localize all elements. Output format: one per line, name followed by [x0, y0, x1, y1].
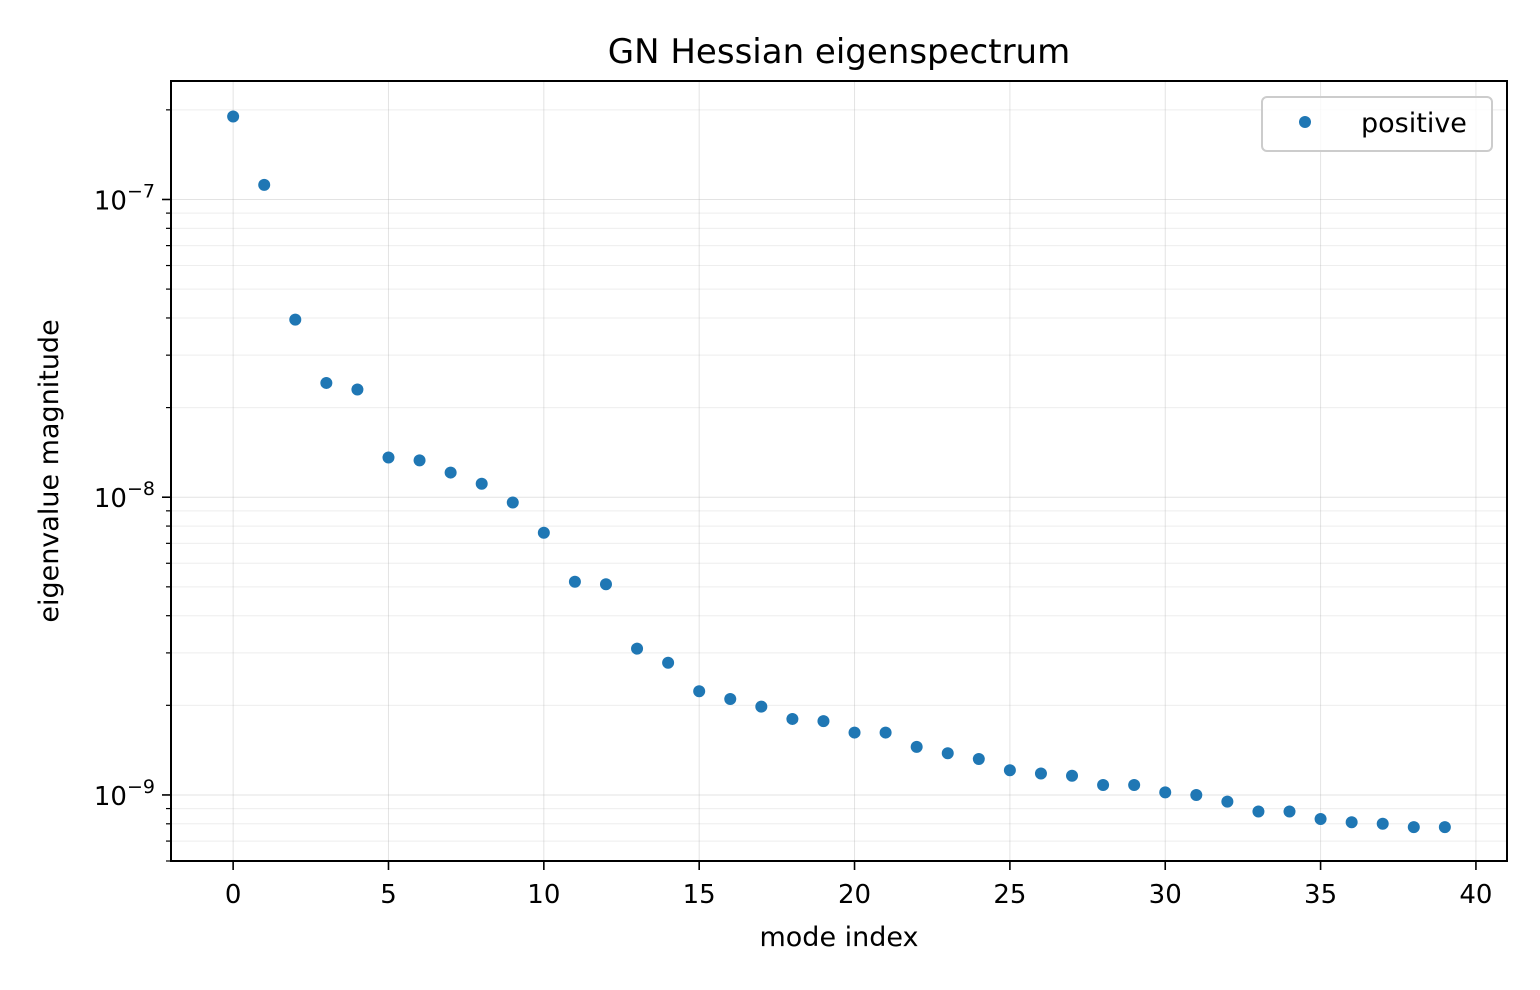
data-point [1345, 816, 1358, 829]
y-axis-label: eigenvalue magnitude [34, 319, 65, 622]
x-tick-label: 10 [527, 880, 560, 910]
data-point [258, 178, 271, 191]
x-axis-label: mode index [759, 922, 918, 953]
x-tick-label: 35 [1304, 880, 1337, 910]
data-point [1190, 788, 1203, 801]
ticks-layer: 0 5 10 15 20 25 30 35 40 10−9 10−8 10−7 [94, 109, 1492, 910]
data-point [289, 313, 302, 326]
x-tick-label: 40 [1459, 880, 1492, 910]
data-point [1283, 805, 1296, 818]
y-tick-label: 10−7 [94, 180, 155, 216]
x-tick-label: 30 [1149, 880, 1182, 910]
data-point [1376, 817, 1389, 830]
grid-layer [171, 81, 1507, 862]
x-tick-label: 0 [225, 880, 242, 910]
data-point [1034, 767, 1047, 780]
data-point [413, 454, 426, 467]
data-point [755, 700, 768, 713]
data-point [817, 715, 830, 728]
data-point [879, 726, 892, 739]
data-point [320, 376, 333, 389]
data-point [910, 740, 923, 753]
data-point [941, 747, 954, 760]
y-tick-label: 10−8 [94, 478, 155, 514]
x-tick-label: 5 [380, 880, 397, 910]
legend: positive [1261, 96, 1493, 152]
data-point [1438, 821, 1451, 834]
legend-marker-positive [1299, 116, 1311, 128]
data-point [537, 526, 550, 539]
data-point [1314, 813, 1327, 826]
data-point [1066, 769, 1079, 782]
chart-title: GN Hessian eigenspectrum [608, 32, 1070, 72]
data-point [1221, 795, 1234, 808]
data-point [786, 712, 799, 725]
data-point [444, 466, 457, 479]
x-tick-label: 25 [993, 880, 1026, 910]
data-point [631, 642, 644, 655]
data-point [724, 693, 737, 706]
data-point [506, 496, 519, 509]
data-point [972, 753, 985, 766]
data-point [227, 110, 240, 123]
data-point [1097, 778, 1110, 791]
x-tick-label: 15 [683, 880, 716, 910]
data-point [848, 726, 861, 739]
legend-box [1261, 96, 1493, 152]
plot-frame [170, 80, 1508, 862]
data-point [568, 575, 581, 588]
data-point [599, 578, 612, 591]
data-point [1159, 786, 1172, 799]
legend-label-positive: positive [1361, 108, 1467, 139]
x-tick-label: 20 [838, 880, 871, 910]
data-point [382, 451, 395, 464]
data-point [475, 477, 488, 490]
data-point [1128, 778, 1141, 791]
data-point [693, 685, 706, 698]
data-point [1003, 764, 1016, 777]
data-point [1252, 805, 1265, 818]
data-point [662, 656, 675, 669]
data-point [1407, 821, 1420, 834]
points-layer [227, 110, 1451, 834]
data-point [351, 383, 364, 396]
y-tick-label: 10−9 [94, 776, 155, 812]
